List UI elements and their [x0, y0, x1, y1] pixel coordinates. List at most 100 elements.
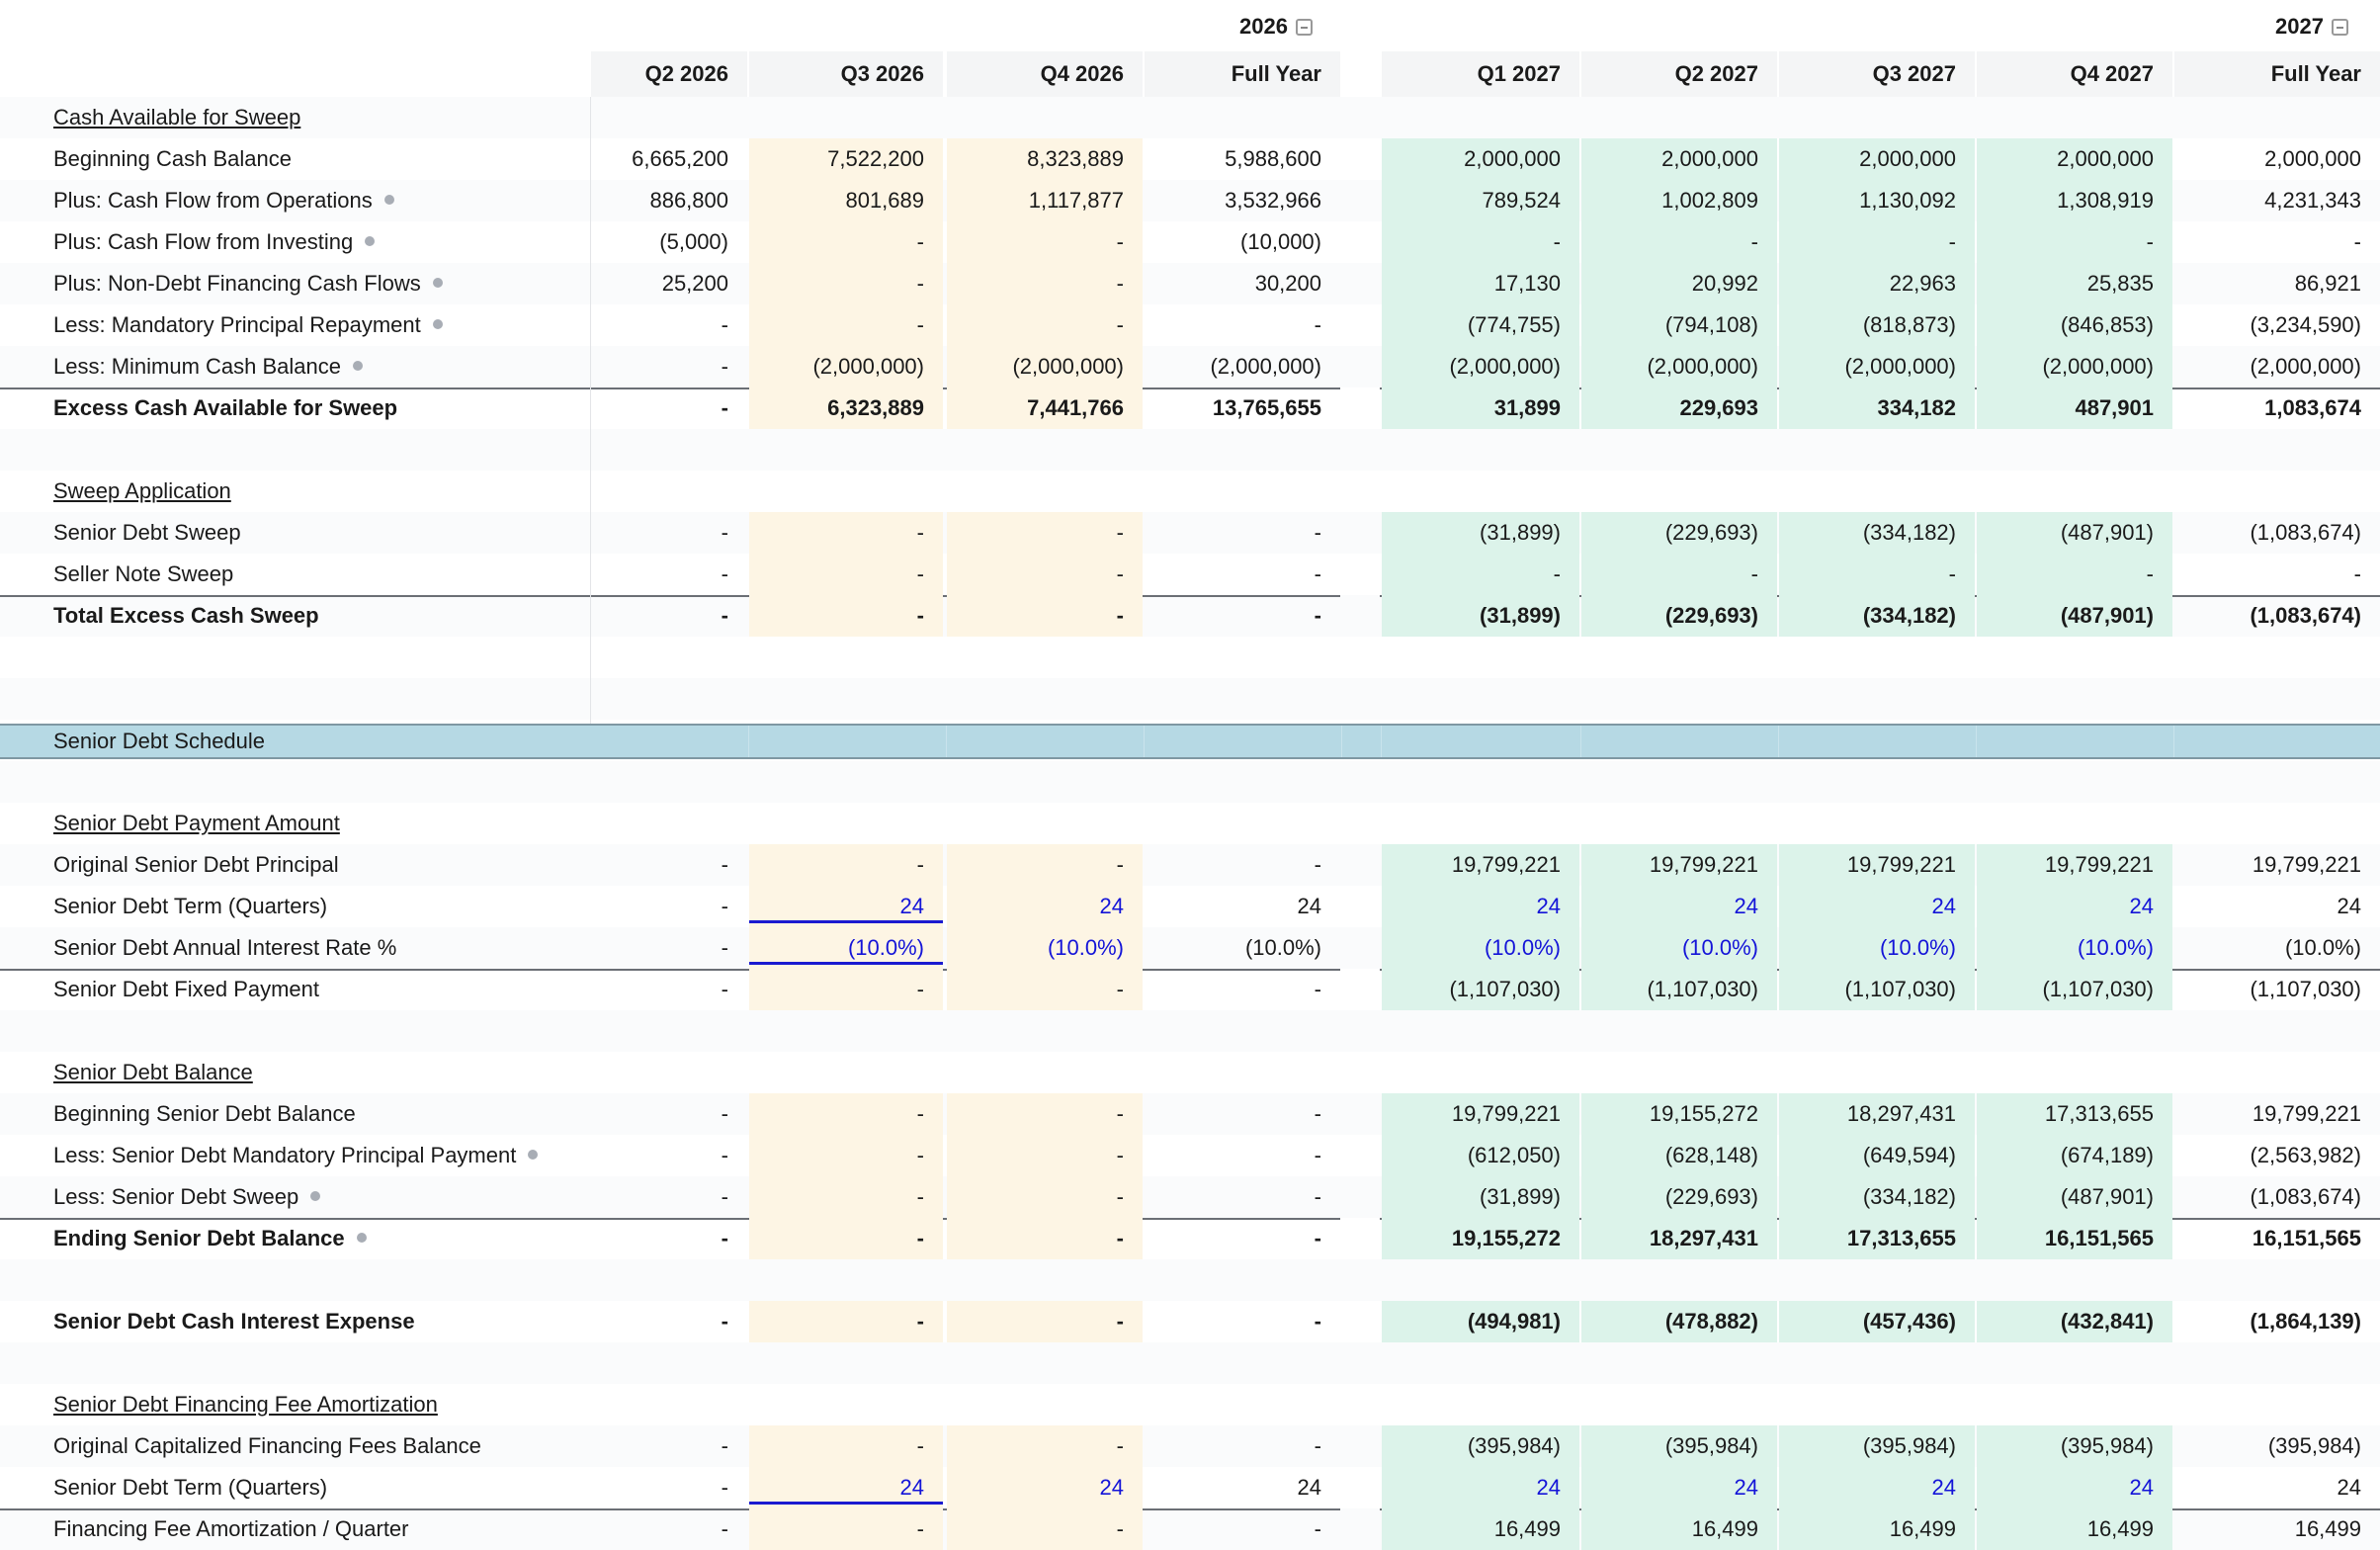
value-cell[interactable]: -	[749, 969, 943, 1010]
value-cell[interactable]: 24	[1581, 886, 1777, 927]
value-cell[interactable]: 19,799,221	[1977, 844, 2172, 886]
value-cell[interactable]: -	[2174, 221, 2380, 263]
value-cell[interactable]: 24	[1779, 1467, 1975, 1508]
value-cell[interactable]: 7,522,200	[749, 138, 943, 180]
column-header[interactable]: Q4 2026	[947, 51, 1143, 97]
value-cell[interactable]: -	[591, 512, 747, 554]
value-cell[interactable]: (1,107,030)	[1382, 969, 1579, 1010]
value-cell[interactable]: -	[591, 595, 747, 637]
value-cell[interactable]: (2,000,000)	[2174, 346, 2380, 388]
value-cell[interactable]: 25,835	[1977, 263, 2172, 304]
value-cell[interactable]: 24	[2174, 1467, 2380, 1508]
value-cell[interactable]: 19,799,221	[1382, 844, 1579, 886]
column-header[interactable]: Q3 2026	[749, 51, 943, 97]
value-cell[interactable]: 24	[1779, 886, 1975, 927]
value-cell[interactable]: 1,083,674	[2174, 388, 2380, 429]
value-cell[interactable]: -	[1779, 221, 1975, 263]
value-cell[interactable]: 16,151,565	[1977, 1218, 2172, 1259]
value-cell[interactable]: -	[947, 1093, 1143, 1135]
value-cell[interactable]: -	[749, 595, 943, 637]
value-cell[interactable]: (10.0%)	[1779, 927, 1975, 969]
value-cell[interactable]: -	[749, 221, 943, 263]
value-cell[interactable]: (674,189)	[1977, 1135, 2172, 1176]
value-cell[interactable]: -	[591, 969, 747, 1010]
value-cell[interactable]: 24	[1145, 1467, 1340, 1508]
dependency-dot-icon[interactable]	[365, 236, 375, 246]
value-cell[interactable]: (2,000,000)	[1977, 346, 2172, 388]
value-cell[interactable]: -	[1145, 969, 1340, 1010]
value-cell[interactable]: -	[947, 221, 1143, 263]
value-cell[interactable]: -	[1145, 844, 1340, 886]
value-cell[interactable]: (31,899)	[1382, 1176, 1579, 1218]
value-cell[interactable]: -	[591, 1508, 747, 1550]
value-cell[interactable]: 16,151,565	[2174, 1218, 2380, 1259]
value-cell[interactable]: (1,107,030)	[1779, 969, 1975, 1010]
value-cell[interactable]: 4,231,343	[2174, 180, 2380, 221]
value-cell[interactable]: 6,665,200	[591, 138, 747, 180]
value-cell[interactable]: -	[1145, 1301, 1340, 1342]
value-cell[interactable]: 3,532,966	[1145, 180, 1340, 221]
value-cell[interactable]: 16,499	[1581, 1508, 1777, 1550]
value-cell[interactable]: (10.0%)	[1581, 927, 1777, 969]
value-cell[interactable]: -	[591, 886, 747, 927]
value-cell[interactable]: -	[947, 844, 1143, 886]
value-cell[interactable]: -	[1145, 554, 1340, 595]
value-cell[interactable]: -	[591, 1093, 747, 1135]
value-cell[interactable]: 229,693	[1581, 388, 1777, 429]
value-cell[interactable]: 19,799,221	[2174, 1093, 2380, 1135]
value-cell[interactable]: 16,499	[1382, 1508, 1579, 1550]
value-cell[interactable]: (1,083,674)	[2174, 595, 2380, 637]
value-cell[interactable]: (229,693)	[1581, 595, 1777, 637]
value-cell[interactable]: (478,882)	[1581, 1301, 1777, 1342]
value-cell[interactable]: (612,050)	[1382, 1135, 1579, 1176]
value-cell[interactable]: (487,901)	[1977, 512, 2172, 554]
value-cell[interactable]: 31,899	[1382, 388, 1579, 429]
value-cell[interactable]: -	[947, 512, 1143, 554]
value-cell[interactable]: (2,000,000)	[1779, 346, 1975, 388]
value-cell[interactable]: -	[591, 1467, 747, 1508]
value-cell[interactable]: (1,107,030)	[1977, 969, 2172, 1010]
value-cell[interactable]: -	[947, 1301, 1143, 1342]
value-cell[interactable]: 6,323,889	[749, 388, 943, 429]
value-cell[interactable]: 24	[1977, 886, 2172, 927]
value-cell[interactable]: 18,297,431	[1581, 1218, 1777, 1259]
value-cell[interactable]: (395,984)	[1779, 1425, 1975, 1467]
value-cell[interactable]: (1,083,674)	[2174, 1176, 2380, 1218]
value-cell[interactable]: -	[1581, 221, 1777, 263]
value-cell[interactable]: 24	[1581, 1467, 1777, 1508]
value-cell[interactable]: (10.0%)	[1145, 927, 1340, 969]
value-cell[interactable]: 16,499	[1779, 1508, 1975, 1550]
value-cell[interactable]: 24	[2174, 886, 2380, 927]
value-cell[interactable]: 16,499	[1977, 1508, 2172, 1550]
value-cell[interactable]: -	[1145, 304, 1340, 346]
value-cell[interactable]: 19,799,221	[2174, 844, 2380, 886]
value-cell[interactable]: (1,864,139)	[2174, 1301, 2380, 1342]
value-cell[interactable]: (31,899)	[1382, 595, 1579, 637]
value-cell[interactable]: 1,117,877	[947, 180, 1143, 221]
value-cell[interactable]: (5,000)	[591, 221, 747, 263]
value-cell[interactable]: (487,901)	[1977, 1176, 2172, 1218]
value-cell[interactable]: -	[947, 1176, 1143, 1218]
value-cell[interactable]: 2,000,000	[1779, 138, 1975, 180]
value-cell[interactable]: 19,155,272	[1581, 1093, 1777, 1135]
value-cell[interactable]: -	[591, 844, 747, 886]
value-cell[interactable]: (2,000,000)	[1145, 346, 1340, 388]
value-cell[interactable]: (2,563,982)	[2174, 1135, 2380, 1176]
value-cell[interactable]: 1,002,809	[1581, 180, 1777, 221]
value-cell[interactable]: 789,524	[1382, 180, 1579, 221]
value-cell[interactable]: 24	[947, 1467, 1143, 1508]
column-header[interactable]: Q2 2027	[1581, 51, 1777, 97]
value-cell[interactable]: -	[947, 969, 1143, 1010]
value-cell[interactable]: -	[1145, 1176, 1340, 1218]
value-cell[interactable]: -	[591, 1425, 747, 1467]
value-cell[interactable]: 17,313,655	[1977, 1093, 2172, 1135]
value-cell[interactable]: 17,130	[1382, 263, 1579, 304]
value-cell[interactable]: (10.0%)	[1977, 927, 2172, 969]
value-cell[interactable]: (334,182)	[1779, 512, 1975, 554]
value-cell[interactable]: (1,083,674)	[2174, 512, 2380, 554]
value-cell[interactable]: -	[591, 1135, 747, 1176]
value-cell[interactable]: -	[749, 1301, 943, 1342]
value-cell[interactable]: -	[749, 263, 943, 304]
collapse-icon[interactable]	[2332, 19, 2348, 36]
value-cell[interactable]: -	[591, 554, 747, 595]
